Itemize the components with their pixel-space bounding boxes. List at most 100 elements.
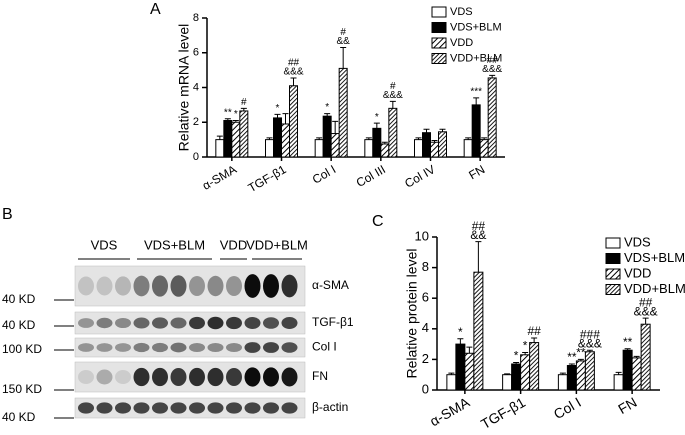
significance-label: * [375,112,379,123]
error-bar [475,241,482,273]
legend-label: VDD+BLM [450,52,502,64]
significance-label: ## [487,55,499,66]
blot-band [244,367,261,387]
blot-band [189,367,205,387]
bar [265,139,274,158]
bar [502,374,513,391]
protein-label: TGF-β1 [312,315,354,329]
bar [622,349,633,391]
blot-strip [74,337,306,358]
blot-band [170,275,187,297]
marker-label: 40 KD [2,292,36,306]
y-tick-label: 10 [415,228,429,243]
bar [479,139,489,158]
bar [566,365,577,391]
significance-label: * [523,339,528,353]
blot-band [96,317,113,329]
blot-band [170,402,187,414]
significance-label: *** [470,87,482,98]
x-tick-label: α-SMA [427,394,473,430]
legend-label: VDS+BLM [450,21,502,33]
error-bar [266,137,273,140]
error-bar [423,128,430,133]
legend-label: VDS+BLM [624,250,685,265]
legend-swatch [605,268,621,280]
error-bar [415,137,422,140]
blot-band [78,343,94,352]
blot-band [281,342,298,353]
blot-band [263,317,279,329]
bar [455,343,466,391]
blot-band [207,275,224,297]
x-tick-label: Col I [310,162,338,186]
error-bar [224,118,231,121]
bar [575,360,586,391]
group-label: VDS [91,237,118,252]
error-bar [466,346,473,354]
legend-swatch [605,284,621,295]
significance-label: # [390,81,396,92]
blot-band [281,367,298,387]
error-bar [448,372,455,375]
significance-label: ** [623,335,633,349]
legend-swatch [431,37,447,49]
error-bar [473,97,480,105]
y-tick-label: 4 [193,81,199,93]
blot-band [281,274,298,298]
error-bar [232,120,239,123]
bar [463,139,473,158]
legend-swatch [431,53,447,64]
error-bar [373,122,380,129]
y-axis-label: Relative mRNA level [176,24,192,152]
legend-label: VDD [450,37,473,49]
x-tick-label: Col I [551,394,584,422]
protein-label: β-actin [312,400,348,414]
protein-label: FN [312,369,328,383]
bar [430,141,439,158]
blot-band [263,402,279,414]
blot-band [152,317,168,329]
blot-band [189,402,205,414]
bar [613,374,624,391]
error-bar [586,349,593,352]
error-bar [340,47,347,69]
bar [584,351,595,391]
x-tick-label: FN [466,162,487,182]
blot-band [207,316,224,330]
bar [330,133,340,158]
bar [557,374,568,391]
blot-band [133,275,150,297]
significance-label: ** [224,107,232,118]
error-bar [282,113,289,124]
blot-band [226,316,242,330]
y-tick-label: 0 [422,381,429,396]
significance-label: * [325,102,329,113]
error-bar [316,137,323,140]
bar [414,139,423,158]
blot-band [152,342,168,353]
significance-label: ## [288,58,300,69]
y-axis-label: Relative protein level [404,249,420,379]
blot-band [207,367,224,387]
significance-label: && [470,228,486,242]
significance-label: ** [576,346,586,360]
blot-band [281,317,298,329]
marker-label: 40 KD [2,410,36,424]
error-bar [290,77,297,86]
blot-band [133,317,150,329]
error-bar [439,128,446,132]
bar [215,139,225,158]
blot-band [170,368,187,386]
error-bar [324,113,331,117]
legend-label: VDS [624,234,651,249]
legend-swatch [605,253,621,264]
error-bar [431,139,438,143]
blot-band [263,274,279,298]
error-bar [489,74,496,78]
significance-label: # [340,27,346,38]
blot-band [170,317,187,329]
blot-band [189,275,205,297]
bar [631,357,642,391]
blot-band [96,402,113,414]
